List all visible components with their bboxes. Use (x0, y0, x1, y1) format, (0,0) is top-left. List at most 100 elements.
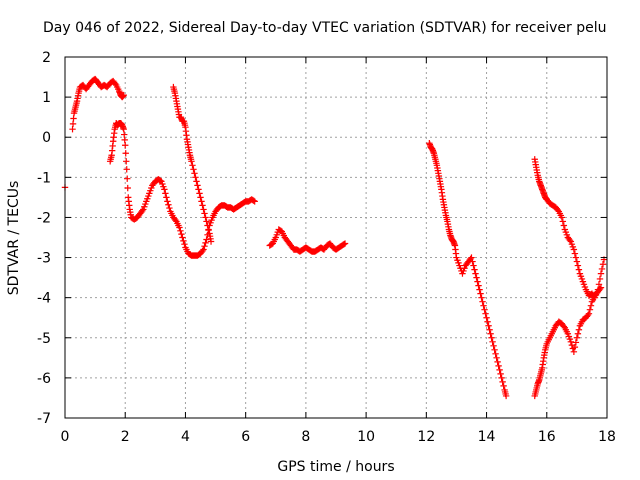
data-point-marker (483, 314, 490, 321)
series-seg6 (426, 140, 510, 400)
data-point-marker (190, 166, 197, 173)
data-point-marker (487, 330, 494, 337)
data-point-marker (179, 234, 186, 241)
x-tick-label: 12 (417, 429, 435, 445)
data-point-marker (197, 194, 204, 201)
data-point-marker (491, 346, 498, 354)
data-point-marker (596, 285, 604, 293)
data-point-marker (124, 175, 131, 182)
data-point-marker (476, 286, 483, 293)
data-point-marker (181, 240, 188, 248)
data-point-marker (560, 222, 568, 229)
series-seg2 (69, 75, 127, 133)
data-point-marker (123, 158, 130, 165)
y-tick-label: -3 (37, 251, 51, 267)
chart-title: Day 046 of 2022, Sidereal Day-to-day VTE… (43, 20, 606, 36)
data-point-marker (195, 186, 202, 193)
data-point-marker (570, 246, 578, 253)
series-seg5 (266, 226, 349, 255)
data-point-marker (495, 362, 502, 370)
x-tick-label: 2 (121, 429, 130, 445)
series-seg4 (170, 83, 215, 245)
data-point-marker (559, 218, 567, 225)
data-point-marker (492, 350, 499, 358)
data-point-marker (139, 207, 146, 214)
data-point-marker (482, 310, 489, 317)
data-point-marker (502, 392, 510, 400)
x-axis-label: GPS time / hours (277, 459, 394, 475)
data-point-marker (595, 281, 603, 288)
y-tick-label: -2 (37, 210, 51, 226)
data-point-marker (597, 270, 605, 277)
x-tick-label: 10 (357, 429, 375, 445)
data-point-marker (120, 91, 127, 99)
data-point-marker (496, 366, 503, 374)
series-seg3 (106, 119, 258, 259)
data-point-marker (478, 294, 485, 301)
data-point-marker (469, 258, 476, 265)
data-point-marker (69, 126, 76, 133)
data-point-marker (191, 170, 198, 177)
data-point-marker (497, 370, 504, 378)
data-point-marker (340, 240, 348, 248)
data-point-marker (479, 298, 486, 305)
data-point-marker (202, 214, 209, 221)
data-point-marker (572, 254, 580, 261)
data-point-marker (164, 198, 171, 205)
data-point-marker (157, 177, 164, 184)
data-point-marker (480, 302, 487, 309)
data-point-marker (200, 246, 207, 253)
data-point-marker (490, 342, 497, 349)
data-point-marker (596, 275, 604, 283)
data-point-marker (200, 206, 207, 213)
data-point-marker (472, 270, 479, 277)
data-point-marker (584, 311, 592, 319)
y-axis-label: SDTVAR / TECUs (6, 181, 22, 296)
data-point-marker (484, 318, 491, 325)
data-point-marker (575, 326, 583, 333)
data-point-marker (121, 131, 128, 138)
data-point-marker (599, 261, 607, 268)
data-point-marker (499, 378, 506, 386)
data-point-marker (468, 254, 475, 261)
data-points (61, 75, 608, 400)
data-point-marker (498, 374, 505, 382)
data-point-marker (574, 262, 582, 269)
data-point-marker (341, 240, 349, 247)
data-point-marker (121, 136, 128, 144)
data-point-marker (486, 326, 493, 333)
data-point-marker (554, 206, 562, 214)
data-point-marker (188, 158, 195, 165)
data-point-marker (189, 162, 196, 169)
x-tick-label: 4 (181, 429, 190, 445)
data-point-marker (475, 282, 482, 289)
plot-frame (64, 56, 608, 419)
data-point-marker (481, 306, 488, 313)
data-point-marker (162, 190, 169, 197)
data-point-marker (571, 343, 579, 351)
x-tick-label: 0 (61, 429, 70, 445)
data-point-marker (202, 239, 209, 247)
data-point-marker (471, 266, 478, 273)
x-tick-label: 6 (241, 429, 250, 445)
data-point-marker (489, 338, 496, 345)
data-point-marker (250, 197, 257, 204)
x-tick-labels: 0 2 4 6 8 10 12 14 16 18 (61, 429, 616, 445)
data-point-marker (494, 358, 501, 366)
data-point-marker (193, 178, 200, 185)
data-point-marker (575, 266, 583, 273)
data-point-marker (203, 218, 210, 225)
data-point-marker (485, 322, 492, 329)
data-point-marker (500, 382, 507, 390)
data-point-marker (205, 226, 212, 233)
data-point-marker (574, 330, 582, 337)
data-point-marker (204, 222, 211, 229)
data-point-marker (201, 242, 208, 250)
data-point-marker (178, 230, 185, 238)
x-tick-label: 18 (598, 429, 616, 445)
data-point-marker (166, 204, 173, 212)
x-tick-label: 14 (478, 429, 496, 445)
y-tick-label: -6 (37, 371, 51, 387)
data-point-marker (124, 184, 131, 192)
